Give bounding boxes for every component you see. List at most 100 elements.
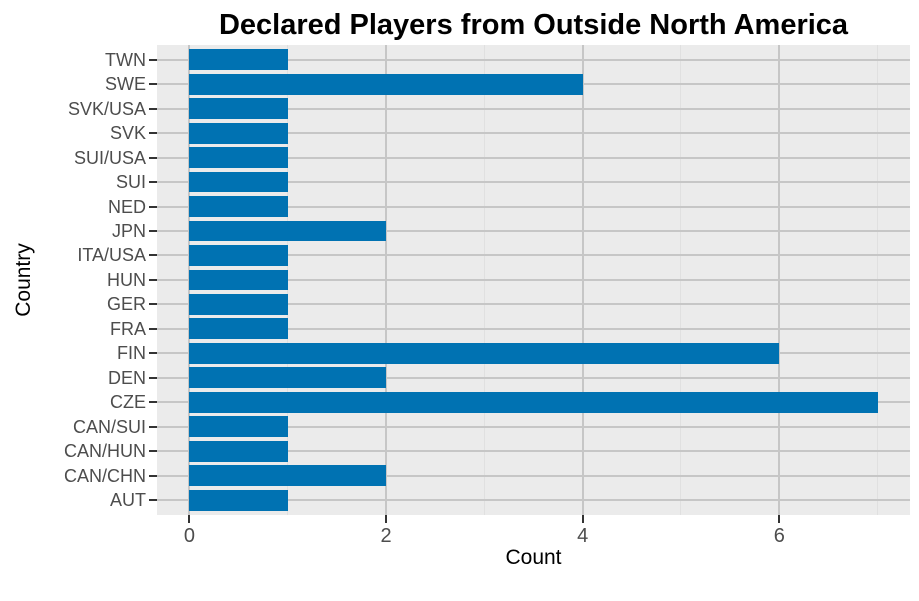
bar-row: [157, 366, 910, 390]
y-tick-mark: [149, 107, 157, 110]
bar-svk-usa: [189, 98, 288, 120]
bar-row: [157, 317, 910, 341]
y-tick-mark: [149, 499, 157, 502]
gridline-horizontal-major: [157, 205, 910, 208]
x-axis-title: Count: [505, 546, 562, 569]
gridline-horizontal-major: [157, 303, 910, 306]
y-label-row: JPN: [0, 219, 157, 243]
y-label-row: FIN: [0, 341, 157, 365]
gridline-horizontal-major: [157, 58, 910, 61]
y-label-row: SVK: [0, 121, 157, 145]
y-tick-mark: [149, 450, 157, 453]
bar-row: [157, 243, 910, 267]
bar-row: [157, 268, 910, 292]
bar-row: [157, 415, 910, 439]
y-label-row: SWE: [0, 72, 157, 96]
y-tick-label: SUI/USA: [73, 147, 146, 168]
y-tick-mark: [149, 254, 157, 257]
bar-row: [157, 96, 910, 120]
y-tick-label: SVK/USA: [67, 98, 146, 119]
y-label-row: ITA/USA: [0, 243, 157, 267]
bar-aut: [189, 489, 288, 511]
y-tick-label: AUT: [110, 490, 146, 511]
bar-hun: [189, 269, 288, 291]
y-tick-label: SWE: [104, 74, 146, 95]
bar-sui-usa: [189, 147, 288, 168]
x-tick-mark: [385, 515, 388, 523]
x-tick-label: 2: [380, 525, 392, 547]
y-tick-label: JPN: [111, 221, 146, 242]
bar-fra: [189, 318, 288, 340]
y-tick-label: DEN: [107, 367, 146, 388]
x-tick-label: 0: [183, 525, 195, 547]
bar-jpn: [189, 220, 387, 242]
chart-title: Declared Players from Outside North Amer…: [218, 9, 849, 41]
y-tick-mark: [149, 425, 157, 428]
y-tick-mark: [149, 474, 157, 477]
y-tick-label: CAN/HUN: [63, 441, 146, 462]
gridline-horizontal-major: [157, 499, 910, 502]
gridline-horizontal-major: [157, 474, 910, 477]
bar-row: [157, 219, 910, 243]
y-axis-labels: TWN SWE SVK/USA SVK SUI/USA SUI NED JPN ITA/USA H…: [0, 45, 157, 515]
y-label-row: CAN/SUI: [0, 415, 157, 439]
bar-can-chn: [189, 465, 387, 487]
gridline-horizontal-major: [157, 132, 910, 135]
bar-row: [157, 488, 910, 512]
bar-row: [157, 72, 910, 96]
bar-row: [157, 121, 910, 145]
y-label-row: NED: [0, 194, 157, 218]
y-tick-mark: [149, 230, 157, 233]
y-tick-mark: [149, 132, 157, 135]
bar-row: [157, 194, 910, 218]
y-label-row: SUI/USA: [0, 145, 157, 169]
y-tick-label: FRA: [110, 318, 146, 339]
y-tick-label: CZE: [110, 392, 146, 413]
y-label-row: FRA: [0, 317, 157, 341]
y-tick-label: GER: [106, 294, 146, 315]
bar-row: [157, 439, 910, 463]
y-label-row: CZE: [0, 390, 157, 414]
gridline-horizontal-major: [157, 230, 910, 233]
y-label-row: SUI: [0, 170, 157, 194]
x-axis: 0 2 4 6: [157, 515, 910, 565]
y-label-row: GER: [0, 292, 157, 316]
y-tick-label: SVK: [109, 123, 146, 144]
bar-row: [157, 48, 910, 72]
x-tick-mark: [778, 515, 781, 523]
gridline-horizontal-major: [157, 376, 910, 379]
y-label-row: TWN: [0, 48, 157, 72]
y-label-row: DEN: [0, 366, 157, 390]
bar-row: [157, 170, 910, 194]
x-tick-label: 6: [773, 525, 785, 547]
y-tick-mark: [149, 58, 157, 61]
bar-fin: [189, 342, 780, 364]
x-tick-mark: [188, 515, 191, 523]
bar-row: [157, 341, 910, 365]
bar-swe: [189, 73, 583, 95]
bar-row: [157, 145, 910, 169]
bar-row: [157, 292, 910, 316]
y-tick-mark: [149, 352, 157, 355]
y-tick-label: TWN: [105, 49, 146, 70]
bar-row: [157, 390, 910, 414]
y-tick-label: CAN/SUI: [72, 416, 146, 437]
bar-can-hun: [189, 440, 288, 462]
bar-den: [189, 367, 387, 389]
y-label-row: SVK/USA: [0, 96, 157, 120]
y-tick-mark: [149, 327, 157, 330]
y-tick-label: HUN: [107, 269, 146, 290]
bar-ita-usa: [189, 245, 288, 266]
gridline-horizontal-major: [157, 107, 910, 110]
y-tick-mark: [149, 156, 157, 159]
y-tick-label: NED: [107, 196, 146, 217]
bar-sui: [189, 171, 288, 193]
y-tick-mark: [149, 181, 157, 184]
plot-panel: [157, 45, 910, 515]
x-tick-mark: [581, 515, 584, 523]
gridline-horizontal-major: [157, 254, 910, 257]
y-tick-label: CAN/CHN: [63, 465, 146, 486]
y-tick-mark: [149, 401, 157, 404]
y-label-row: HUN: [0, 268, 157, 292]
y-label-row: CAN/CHN: [0, 463, 157, 487]
